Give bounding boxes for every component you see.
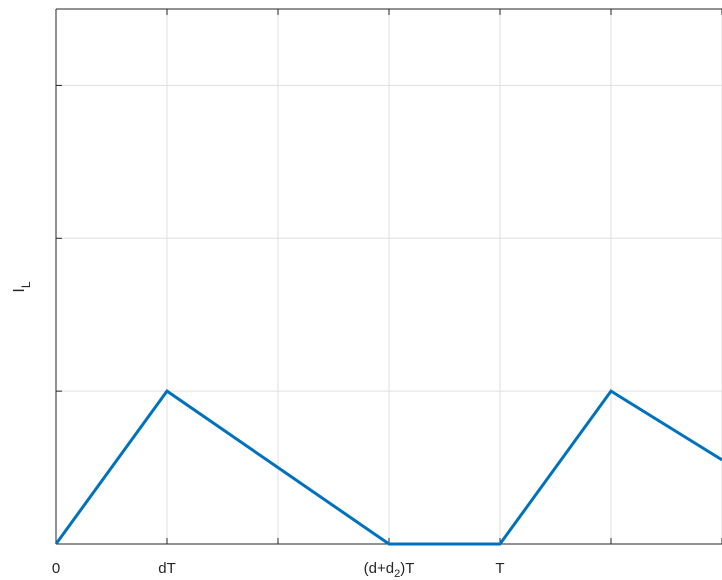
x-tick-label: (d+d2)T [364, 560, 415, 580]
x-tick-label: 0 [52, 560, 60, 577]
x-tick-label: dT [158, 560, 176, 577]
series-line [54, 389, 722, 546]
x-tick-labels: 0 dT (d+d2)T T [52, 560, 505, 580]
y-axis-label: IL [11, 281, 33, 292]
series-layer [54, 389, 722, 546]
x-tick-label: T [495, 560, 504, 577]
grid-lines [56, 9, 722, 544]
